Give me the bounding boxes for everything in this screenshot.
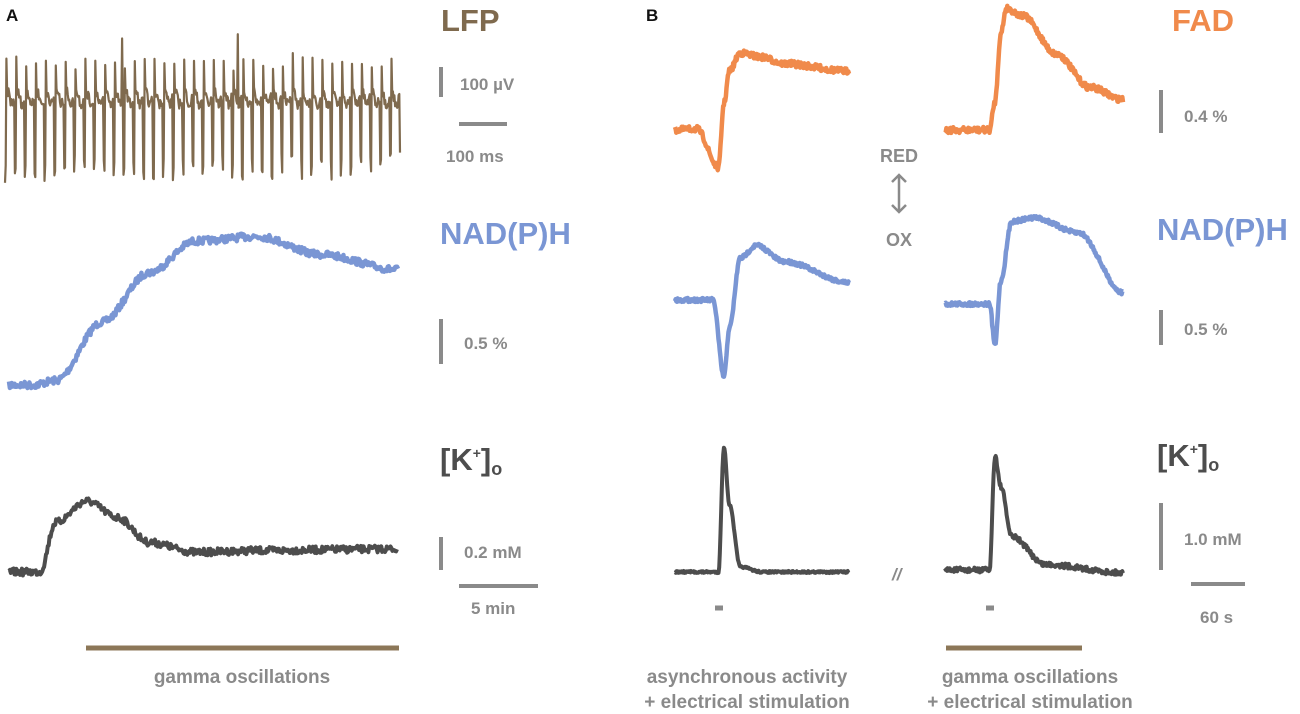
- scale-k-a: 0.2 mM: [464, 543, 522, 562]
- k-label-a: [K+]o: [440, 442, 502, 479]
- panel-b-letter: B: [646, 6, 658, 25]
- nadph-trace-async: [672, 241, 851, 379]
- scale-lfp-voltage: 100 µV: [460, 75, 515, 94]
- scale-time-b: 60 s: [1200, 608, 1233, 627]
- scale-fad: 0.4 %: [1184, 107, 1227, 126]
- scale-nadph-b: 0.5 %: [1184, 320, 1227, 339]
- fad-trace-gamma: [943, 3, 1126, 136]
- axis-break-mark: //: [891, 565, 904, 584]
- scale-k-b: 1.0 mM: [1184, 530, 1242, 549]
- nadph-label-a: NAD(P)H: [440, 216, 571, 251]
- scale-time-a: 5 min: [471, 599, 515, 618]
- panel-a-letter: A: [6, 6, 18, 25]
- scale-nadph-a: 0.5 %: [464, 334, 507, 353]
- ox-label: OX: [886, 230, 912, 250]
- k-label-b: [K+]o: [1157, 438, 1219, 475]
- k-trace-async: [673, 445, 851, 575]
- condition-left-line1: asynchronous activity: [647, 667, 848, 688]
- nadph-trace-a: [6, 231, 401, 391]
- lfp-label: LFP: [441, 3, 500, 38]
- red-label: RED: [880, 146, 918, 166]
- k-trace-a: [7, 496, 399, 578]
- condition-right-line1: gamma oscillations: [942, 667, 1118, 688]
- scale-lfp-time: 100 ms: [446, 147, 504, 166]
- lfp-trace: [3, 33, 402, 183]
- nadph-label-b: NAD(P)H: [1157, 212, 1288, 247]
- condition-right-line2: + electrical stimulation: [927, 692, 1132, 713]
- fad-label: FAD: [1172, 3, 1234, 38]
- fad-trace-async: [672, 48, 852, 173]
- nadph-trace-gamma: [943, 213, 1125, 346]
- condition-left-line2: + electrical stimulation: [644, 692, 849, 713]
- k-trace-gamma: [943, 454, 1125, 577]
- condition-label-a: gamma oscillations: [154, 667, 330, 688]
- double-arrow-icon: [891, 173, 907, 214]
